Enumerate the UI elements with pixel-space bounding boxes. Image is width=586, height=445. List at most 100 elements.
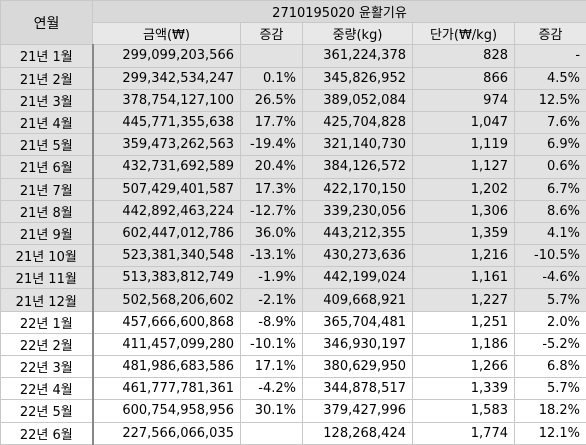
unit-price-cell: 1,227 — [413, 289, 515, 311]
price-change-cell: 6.7% — [515, 178, 586, 200]
price-change-cell: 12.1% — [515, 422, 586, 444]
unit-price-cell: 1,774 — [413, 422, 515, 444]
month-cell: 22년 6월 — [1, 422, 93, 444]
month-cell: 22년 2월 — [1, 333, 93, 355]
amount-cell: 378,754,127,100 — [93, 89, 241, 111]
price-change-cell: -10.5% — [515, 245, 586, 267]
amount-change-column-header: 증감 — [241, 23, 303, 45]
price-change-cell: -4.6% — [515, 267, 586, 289]
amount-change-cell: 26.5% — [241, 89, 303, 111]
amount-change-cell: -1.9% — [241, 267, 303, 289]
price-change-column-header: 증감 — [515, 23, 586, 45]
price-change-cell: 4.1% — [515, 222, 586, 244]
amount-change-cell: -12.7% — [241, 200, 303, 222]
month-cell: 21년 5월 — [1, 134, 93, 156]
amount-cell: 442,892,463,224 — [93, 200, 241, 222]
price-change-cell: 6.8% — [515, 356, 586, 378]
amount-cell: 507,429,401,587 — [93, 178, 241, 200]
month-cell: 21년 7월 — [1, 178, 93, 200]
price-change-cell: - — [515, 45, 586, 67]
unit-price-column-header: 단가(₩/kg) — [413, 23, 515, 45]
month-cell: 21년 1월 — [1, 45, 93, 67]
amount-cell: 461,777,781,361 — [93, 378, 241, 400]
amount-cell: 457,666,600,868 — [93, 311, 241, 333]
amount-change-cell — [241, 45, 303, 67]
weight-cell: 425,704,828 — [303, 111, 413, 133]
unit-price-cell: 1,306 — [413, 200, 515, 222]
month-cell: 21년 4월 — [1, 111, 93, 133]
amount-change-cell: 17.3% — [241, 178, 303, 200]
unit-price-cell: 1,251 — [413, 311, 515, 333]
amount-change-cell: -8.9% — [241, 311, 303, 333]
weight-cell: 409,668,921 — [303, 289, 413, 311]
price-change-cell: 18.2% — [515, 400, 586, 422]
month-cell: 21년 2월 — [1, 67, 93, 89]
table-title: 2710195020 윤활기유 — [93, 1, 586, 23]
amount-change-cell: 17.1% — [241, 356, 303, 378]
amount-cell: 445,771,355,638 — [93, 111, 241, 133]
weight-cell: 430,273,636 — [303, 245, 413, 267]
weight-cell: 344,878,517 — [303, 378, 413, 400]
month-cell: 21년 11월 — [1, 267, 93, 289]
month-cell: 21년 8월 — [1, 200, 93, 222]
header-row-title: 연월 2710195020 윤활기유 — [1, 1, 586, 23]
price-change-cell: 2.0% — [515, 311, 586, 333]
month-cell: 22년 1월 — [1, 311, 93, 333]
amount-cell: 481,986,683,586 — [93, 356, 241, 378]
unit-price-cell: 828 — [413, 45, 515, 67]
unit-price-cell: 1,047 — [413, 111, 515, 133]
price-change-cell: -5.2% — [515, 333, 586, 355]
amount-change-cell: 30.1% — [241, 400, 303, 422]
weight-cell: 128,268,424 — [303, 422, 413, 444]
amount-change-cell: -19.4% — [241, 134, 303, 156]
amount-change-cell: 0.1% — [241, 67, 303, 89]
amount-change-cell: 17.7% — [241, 111, 303, 133]
unit-price-cell: 1,119 — [413, 134, 515, 156]
weight-cell: 443,212,355 — [303, 222, 413, 244]
amount-cell: 227,566,066,035 — [93, 422, 241, 444]
month-cell: 21년 3월 — [1, 89, 93, 111]
amount-cell: 299,342,534,247 — [93, 67, 241, 89]
unit-price-cell: 1,266 — [413, 356, 515, 378]
weight-cell: 339,230,056 — [303, 200, 413, 222]
weight-cell: 321,140,730 — [303, 134, 413, 156]
weight-cell: 422,170,150 — [303, 178, 413, 200]
amount-column-header: 금액(₩) — [93, 23, 241, 45]
weight-cell: 361,224,378 — [303, 45, 413, 67]
unit-price-cell: 1,186 — [413, 333, 515, 355]
price-change-cell: 12.5% — [515, 89, 586, 111]
price-change-cell: 4.5% — [515, 67, 586, 89]
amount-change-cell — [241, 422, 303, 444]
price-change-cell: 6.9% — [515, 134, 586, 156]
weight-cell: 384,126,572 — [303, 156, 413, 178]
amount-change-cell: 20.4% — [241, 156, 303, 178]
amount-cell: 299,099,203,566 — [93, 45, 241, 67]
price-change-cell: 5.7% — [515, 289, 586, 311]
weight-cell: 346,930,197 — [303, 333, 413, 355]
unit-price-cell: 1,583 — [413, 400, 515, 422]
amount-change-cell: -4.2% — [241, 378, 303, 400]
month-cell: 22년 4월 — [1, 378, 93, 400]
weight-cell: 345,826,952 — [303, 67, 413, 89]
month-column-header: 연월 — [1, 1, 93, 45]
unit-price-cell: 1,161 — [413, 267, 515, 289]
price-change-cell: 7.6% — [515, 111, 586, 133]
amount-change-cell: -2.1% — [241, 289, 303, 311]
weight-cell: 379,427,996 — [303, 400, 413, 422]
